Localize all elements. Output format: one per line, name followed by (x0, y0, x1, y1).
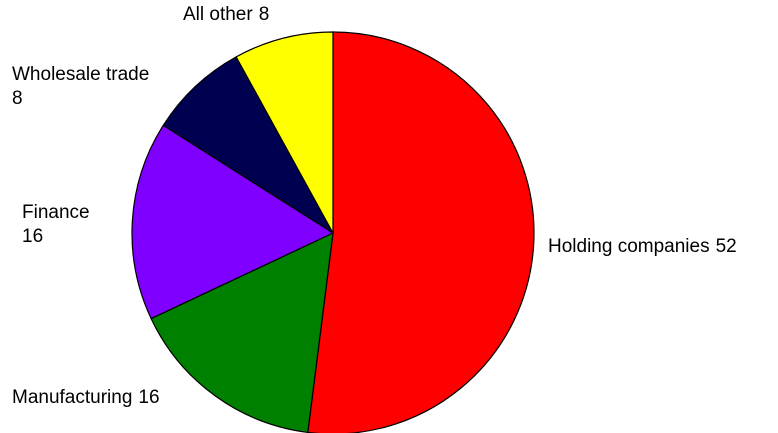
slice-value: 8 (12, 88, 23, 109)
slice-label: Manufacturing 16 (12, 387, 160, 408)
slice-label: Holding companies 52 (548, 236, 737, 257)
pie-slice (162, 56, 334, 234)
pie-slice (235, 31, 334, 234)
slice-name: All other (183, 4, 253, 25)
slice-name: Manufacturing (12, 387, 132, 408)
slice-label: All other 8 (183, 4, 269, 25)
slice-name: Wholesale trade (12, 64, 149, 85)
pie-slice (307, 31, 535, 433)
slice-name: Holding companies (548, 236, 710, 257)
slice-name: Finance (22, 202, 90, 223)
pie-slice (131, 124, 335, 320)
slice-label: Finance 16 (22, 202, 90, 247)
slice-value: 8 (259, 4, 270, 25)
slice-value: 16 (138, 387, 159, 408)
pie-slice (150, 231, 334, 433)
slice-value: 16 (22, 226, 43, 247)
slice-label: Wholesale trade 8 (12, 64, 149, 109)
slice-value: 52 (716, 236, 737, 257)
